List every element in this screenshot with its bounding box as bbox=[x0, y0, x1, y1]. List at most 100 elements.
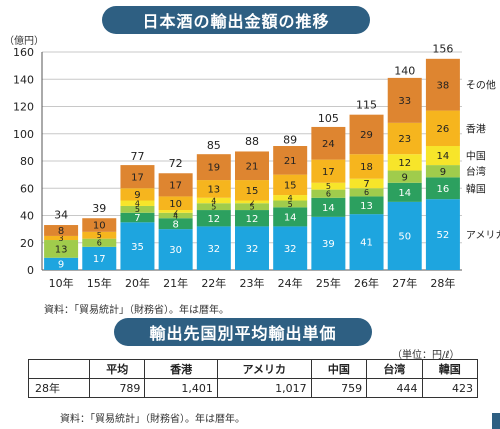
bar-total-label: 156 bbox=[432, 42, 453, 55]
bar-segment bbox=[158, 229, 193, 270]
bar-segment bbox=[425, 110, 460, 147]
bar-segment bbox=[273, 146, 308, 175]
chart-source-note: 資料：「貿易統計」（財務省）。年は暦年。 bbox=[44, 305, 229, 316]
bar-segment-value: 17 bbox=[131, 172, 144, 183]
bar-segment bbox=[235, 203, 269, 211]
bar-segment bbox=[387, 154, 422, 171]
bar-segment bbox=[44, 240, 79, 258]
bar-segment bbox=[235, 180, 269, 201]
bar-segment-value: 17 bbox=[93, 254, 106, 265]
table-title: 輸出先国別平均輸出単価 bbox=[114, 318, 372, 346]
bar-total-label: 34 bbox=[54, 209, 68, 222]
bar-total-label: 140 bbox=[394, 64, 415, 77]
bar-segment bbox=[387, 201, 422, 270]
bar-segment-value: 23 bbox=[398, 134, 411, 145]
bar-segment-value: 21 bbox=[246, 161, 259, 172]
bar-segment bbox=[120, 188, 155, 201]
bar-segment-value: 15 bbox=[284, 180, 297, 191]
y-tick-label: 80 bbox=[20, 155, 34, 168]
bar-segment bbox=[349, 214, 384, 270]
bar-segment-value: 3 bbox=[59, 234, 64, 243]
bar-total-label: 85 bbox=[207, 139, 221, 152]
table-header-cell: 台湾 bbox=[366, 359, 423, 379]
bar-segment-value: 30 bbox=[169, 245, 182, 256]
y-tick-label: 0 bbox=[27, 264, 34, 277]
bar-segment-value: 5 bbox=[97, 231, 102, 240]
bar-segment bbox=[235, 226, 269, 270]
series-label: 韓国 bbox=[466, 183, 486, 195]
bar-segment bbox=[273, 226, 308, 270]
bar-segment-value: 5 bbox=[326, 182, 331, 191]
y-tick-label: 120 bbox=[13, 101, 34, 114]
table-cell: 789 bbox=[88, 378, 146, 398]
bar-segment-value: 6 bbox=[97, 239, 102, 248]
bar-segment bbox=[387, 77, 422, 123]
bar-segment-value: 13 bbox=[360, 201, 373, 212]
bar-segment bbox=[273, 200, 308, 208]
bar-segment bbox=[425, 199, 460, 270]
bar-segment bbox=[196, 226, 231, 270]
bar-segment bbox=[273, 207, 308, 227]
bar-segment-value: 5 bbox=[211, 203, 216, 212]
bar-segment-value: 35 bbox=[131, 242, 144, 253]
series-label: その他 bbox=[466, 79, 496, 92]
bar-segment-value: 17 bbox=[322, 167, 335, 178]
bar-segment bbox=[349, 154, 384, 179]
bar-segment-value: 14 bbox=[284, 212, 297, 223]
table-header-cell bbox=[28, 359, 90, 379]
bar-segment-value: 17 bbox=[169, 180, 182, 191]
bar-segment bbox=[387, 170, 422, 183]
bar-segment-value: 24 bbox=[322, 139, 335, 150]
bar-segment-value: 16 bbox=[437, 184, 450, 195]
bar-segment bbox=[425, 165, 460, 178]
bar-segment bbox=[120, 222, 155, 270]
bar-segment-value: 32 bbox=[284, 244, 297, 255]
bar-segment bbox=[120, 200, 155, 206]
bar-segment bbox=[235, 210, 269, 227]
bar-segment-value: 32 bbox=[246, 244, 259, 255]
bar-total-label: 105 bbox=[318, 112, 339, 125]
bar-segment bbox=[158, 218, 193, 230]
bar-segment bbox=[311, 197, 346, 217]
bar-segment bbox=[235, 151, 269, 181]
bar-segment-value: 4 bbox=[173, 211, 178, 220]
table-cell: 1,401 bbox=[144, 378, 218, 398]
bar-segment-value: 14 bbox=[437, 151, 450, 162]
bar-segment bbox=[425, 177, 460, 200]
bar-segment-value: 32 bbox=[207, 244, 220, 255]
bar-segment-value: 18 bbox=[360, 162, 373, 173]
x-tick-label: 28年 bbox=[430, 276, 455, 290]
bar-segment-value: 8 bbox=[172, 219, 178, 230]
bar-segment-value: 8 bbox=[58, 226, 64, 237]
bar-segment-value: 15 bbox=[246, 186, 259, 197]
bar-segment bbox=[311, 189, 346, 198]
stacked-bar-chart: （億円）020406080100120140160913383410年17651… bbox=[4, 34, 500, 290]
bar-segment bbox=[44, 225, 79, 236]
bar-segment-value: 10 bbox=[93, 221, 106, 232]
bar-total-label: 77 bbox=[130, 150, 144, 163]
bar-segment-value: 2 bbox=[249, 198, 254, 207]
bar-segment bbox=[425, 146, 460, 166]
bar-segment-value: 9 bbox=[402, 172, 408, 183]
bar-segment bbox=[120, 165, 155, 189]
bar-segment bbox=[349, 178, 384, 189]
bar-segment-value: 14 bbox=[322, 203, 335, 214]
bar-segment-value: 7 bbox=[134, 213, 140, 224]
table-cell: 444 bbox=[366, 378, 423, 398]
x-tick-label: 26年 bbox=[354, 276, 379, 290]
bar-segment bbox=[158, 196, 193, 211]
bar-segment-value: 9 bbox=[440, 167, 446, 178]
bar-segment-value: 21 bbox=[284, 156, 297, 167]
table-row: 28年 789 1,401 1,017 759 444 423 bbox=[28, 378, 479, 398]
bar-segment-value: 4 bbox=[135, 199, 140, 208]
bar-segment bbox=[44, 257, 79, 270]
bar-segment-value: 9 bbox=[134, 190, 140, 201]
bar-segment bbox=[311, 182, 346, 190]
bar-segment bbox=[311, 126, 346, 160]
bar-segment-value: 12 bbox=[207, 214, 220, 225]
bar-segment bbox=[235, 200, 269, 204]
bar-segment bbox=[196, 154, 231, 181]
bar-segment-value: 33 bbox=[398, 96, 411, 107]
table-header-cell: 韓国 bbox=[421, 359, 479, 379]
bar-segment-value: 10 bbox=[169, 199, 182, 210]
